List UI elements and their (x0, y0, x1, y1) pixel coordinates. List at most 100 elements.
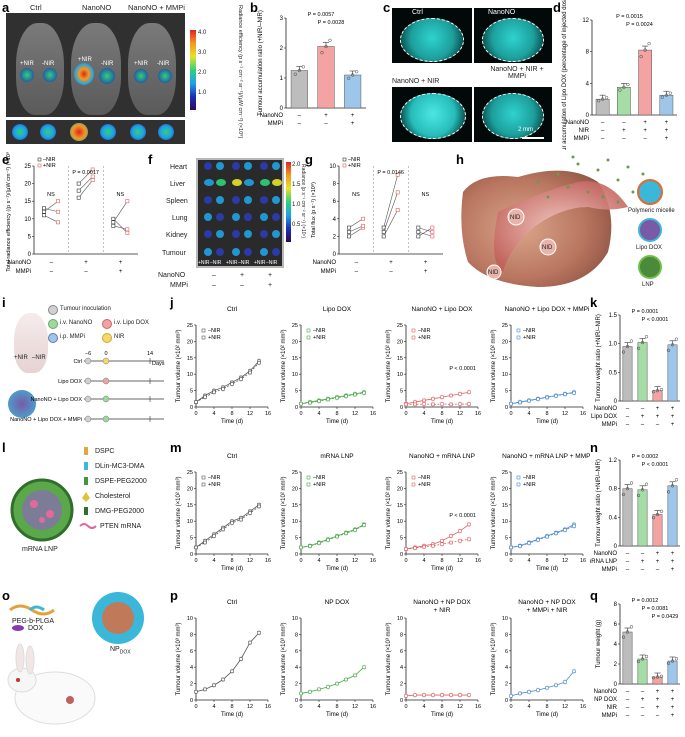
y-tick-label: 8 (586, 50, 590, 56)
p-value: NS (352, 192, 360, 198)
x-tick-label: 0 (404, 411, 407, 417)
data-point (537, 538, 540, 541)
row-cell: – (622, 136, 626, 142)
data-point (345, 678, 348, 681)
a-nir-plus-2: +NIR (78, 57, 92, 63)
x-axis-label: Time (d) (431, 419, 453, 425)
c-title-ctrl: Ctrl (412, 9, 423, 16)
panel-title-line2: + NIR (434, 607, 451, 614)
p-value: P = 0.0028 (318, 20, 345, 26)
y-tick-label: 5 (400, 389, 403, 395)
f-organ-liver: Liver (170, 181, 185, 188)
data-point (195, 546, 198, 549)
row-cell: + (424, 260, 428, 266)
organ-signal (216, 162, 224, 170)
data-point (329, 39, 332, 42)
row-cell: + (656, 689, 660, 695)
y-axis-label: Tumour volume (×10² mm³) (176, 477, 182, 550)
p-value: P < 0.0001 (449, 366, 476, 372)
a-group-nanono: NanoNO (82, 3, 111, 12)
row-cell: – (626, 551, 630, 557)
organ-signal (244, 213, 252, 221)
y-tick-label: 25 (502, 470, 508, 476)
timeline-tick: −6 (85, 351, 91, 357)
panel-title: NanoNO + mRNA LNP + MMPi (502, 453, 590, 460)
data-point (450, 394, 453, 397)
x-tick-label: 4 (527, 704, 530, 710)
row-label: MMPi (16, 269, 31, 275)
y-tick-label: 2 (333, 234, 337, 240)
row-label: MMPi (268, 121, 283, 127)
row-label: NP DOX (594, 697, 617, 703)
y-axis-label: Tumour volume (×10³ mm³) (491, 623, 497, 696)
f-cell: – (212, 282, 216, 289)
y-tick-label: 0 (295, 405, 298, 411)
row-cell: – (298, 113, 302, 119)
legend-label: –NIR (313, 475, 326, 481)
row-cell: – (50, 260, 54, 266)
organ-signal (244, 196, 252, 204)
data-point (204, 541, 207, 544)
organ-signal (272, 213, 280, 221)
f-nir-6: –NIR (266, 260, 277, 266)
point-plus-nir (361, 217, 364, 220)
row-cell: + (656, 705, 660, 711)
p-value: P < 0.0001 (642, 317, 669, 323)
x-axis-label: Time (d) (536, 419, 558, 425)
data-point (441, 543, 444, 546)
o-label-dox: DOX (28, 625, 43, 632)
y-tick-label: 4 (400, 665, 403, 671)
y-tick-label: 2 (614, 662, 618, 668)
p-value: P = 0.0012 (632, 598, 659, 604)
data-point (423, 545, 426, 548)
x-tick-label: 4 (212, 411, 215, 417)
organ-signal (260, 196, 268, 204)
legend-label: –NIR (523, 328, 536, 334)
panel-o: PEG-b-PLGA DOX NPDOX (0, 588, 170, 732)
l-component: DSPC (95, 448, 114, 455)
organ-signal (272, 196, 280, 204)
p-value: P = 0.0001 (632, 309, 659, 315)
row-cell: + (665, 120, 669, 126)
organ-signal (232, 179, 242, 186)
data-point (468, 403, 471, 406)
row-cell: – (389, 269, 393, 275)
point-minus-nir (347, 235, 350, 238)
p-value: NS (422, 192, 430, 198)
series-line (406, 524, 469, 549)
y-tick-label: 4 (333, 217, 337, 223)
y-tick-label: 5 (505, 389, 508, 395)
y-tick-label: 1.0 (609, 342, 618, 348)
legend-label: +NIR (313, 482, 326, 488)
data-point (302, 65, 305, 68)
data-point (318, 542, 321, 545)
c-image-nanono: NanoNO (474, 8, 552, 63)
organ-signal (244, 230, 252, 238)
data-point (318, 400, 321, 403)
y-tick-label: 15 (187, 356, 193, 362)
y-tick-label: 20 (502, 486, 508, 492)
legend-label: +NIR (43, 163, 56, 169)
data-point (195, 690, 198, 693)
row-cell: + (671, 697, 675, 703)
data-point (414, 547, 417, 550)
row-cell: + (656, 414, 660, 420)
bar (623, 347, 632, 401)
y-tick-label: 5 (190, 536, 193, 542)
a-nir-minus-3: -NIR (157, 61, 169, 67)
data-point (645, 483, 648, 486)
data-point (258, 361, 261, 364)
tumour-image-strip (6, 120, 185, 144)
x-tick-label: 12 (562, 704, 568, 710)
y-tick-label: 10 (502, 372, 508, 378)
signal-spot (99, 68, 115, 84)
data-point (309, 401, 312, 404)
row-cell: – (626, 559, 630, 565)
y-tick-label: 0 (295, 698, 298, 704)
y-tick-label: 8 (400, 632, 403, 638)
data-point (240, 378, 243, 381)
data-point (605, 96, 608, 99)
y-tick-label: 8 (333, 182, 337, 188)
